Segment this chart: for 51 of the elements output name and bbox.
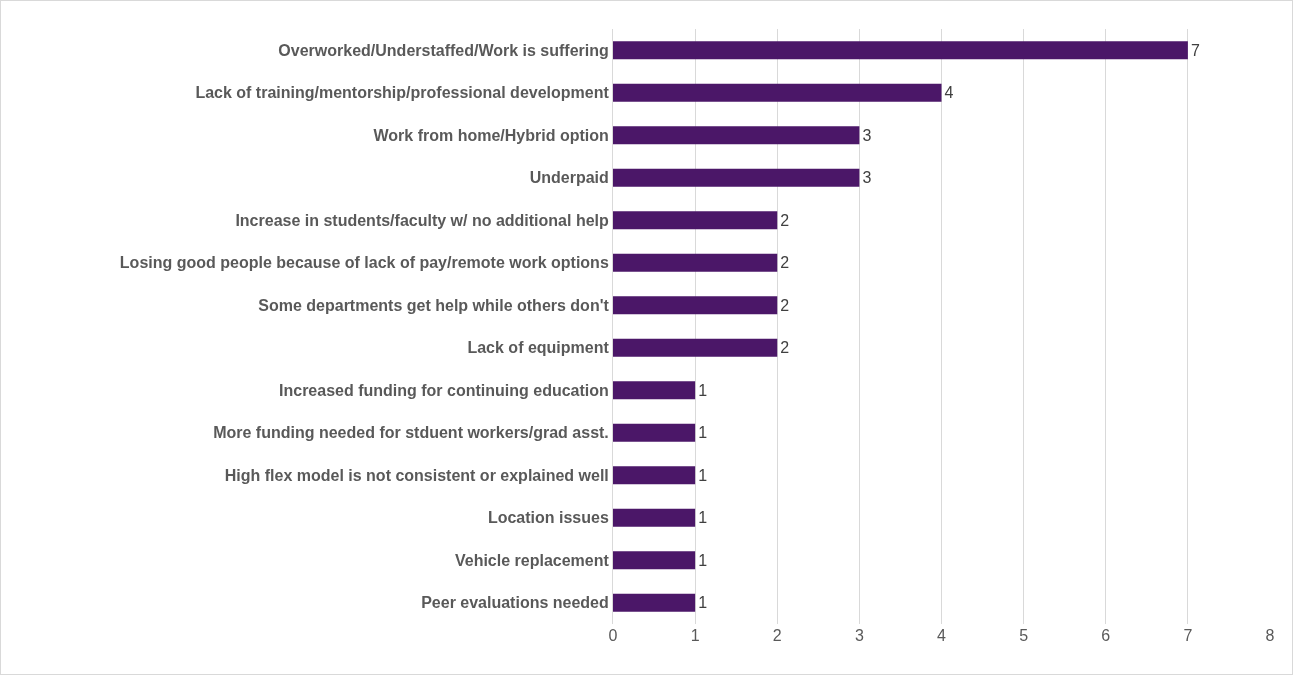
- x-tick-label: 6: [1101, 627, 1111, 644]
- data-label: 1: [698, 466, 708, 484]
- data-label: 1: [698, 551, 708, 569]
- x-tick-label: 3: [854, 627, 864, 644]
- bar: [613, 508, 696, 527]
- bar: [613, 381, 696, 400]
- data-label: 2: [780, 254, 790, 272]
- data-label: 4: [944, 84, 954, 102]
- data-label: 1: [698, 381, 708, 399]
- bar: [613, 466, 696, 485]
- x-tick-label: 8: [1265, 627, 1275, 644]
- y-tick-label: Increased funding for continuing education: [279, 381, 609, 399]
- data-label: 1: [698, 509, 708, 527]
- x-tick-label: 0: [608, 627, 618, 644]
- bar: [613, 338, 778, 357]
- bar: [613, 253, 778, 272]
- data-label: 3: [862, 169, 872, 187]
- data-label: 1: [698, 424, 708, 442]
- y-tick-label: Losing good people because of lack of pay/remote work options: [119, 254, 609, 272]
- data-label: 2: [780, 296, 790, 314]
- x-tick-label: 2: [772, 627, 782, 644]
- bar: [613, 551, 696, 570]
- y-tick-label: Underpaid: [529, 169, 609, 187]
- data-label: 2: [780, 211, 790, 229]
- x-tick-label: 7: [1183, 627, 1193, 644]
- y-tick-label: Overworked/Understaffed/Work is suffering: [278, 41, 609, 59]
- data-label: 1: [698, 594, 708, 612]
- bar: [613, 296, 778, 315]
- x-tick-label: 5: [1019, 627, 1029, 644]
- bar: [613, 41, 1188, 60]
- bar: [613, 593, 696, 612]
- y-tick-label: Vehicle replacement: [454, 551, 610, 569]
- bar: [613, 211, 778, 230]
- y-tick-label: More funding needed for stduent workers/grad asst.: [213, 424, 609, 442]
- bar: [613, 126, 860, 145]
- y-tick-label: Work from home/Hybrid option: [373, 126, 609, 144]
- bar: [613, 423, 696, 442]
- y-tick-label: Peer evaluations needed: [421, 594, 609, 612]
- y-tick-label: High flex model is not consistent or explained well: [224, 466, 609, 484]
- data-label: 3: [862, 126, 872, 144]
- y-tick-label: Some departments get help while others don't: [258, 296, 610, 314]
- bar: [613, 168, 860, 187]
- y-tick-label: Increase in students/faculty w/ no additional help: [235, 211, 610, 229]
- y-tick-label: Lack of training/mentorship/professional development: [195, 84, 610, 102]
- y-tick-label: Location issues: [487, 509, 609, 527]
- bar: [613, 83, 942, 102]
- data-label: 2: [780, 339, 790, 357]
- y-tick-label: Lack of equipment: [467, 339, 610, 357]
- data-label: 7: [1190, 41, 1200, 59]
- x-tick-label: 4: [937, 627, 947, 644]
- x-tick-label: 1: [690, 627, 700, 644]
